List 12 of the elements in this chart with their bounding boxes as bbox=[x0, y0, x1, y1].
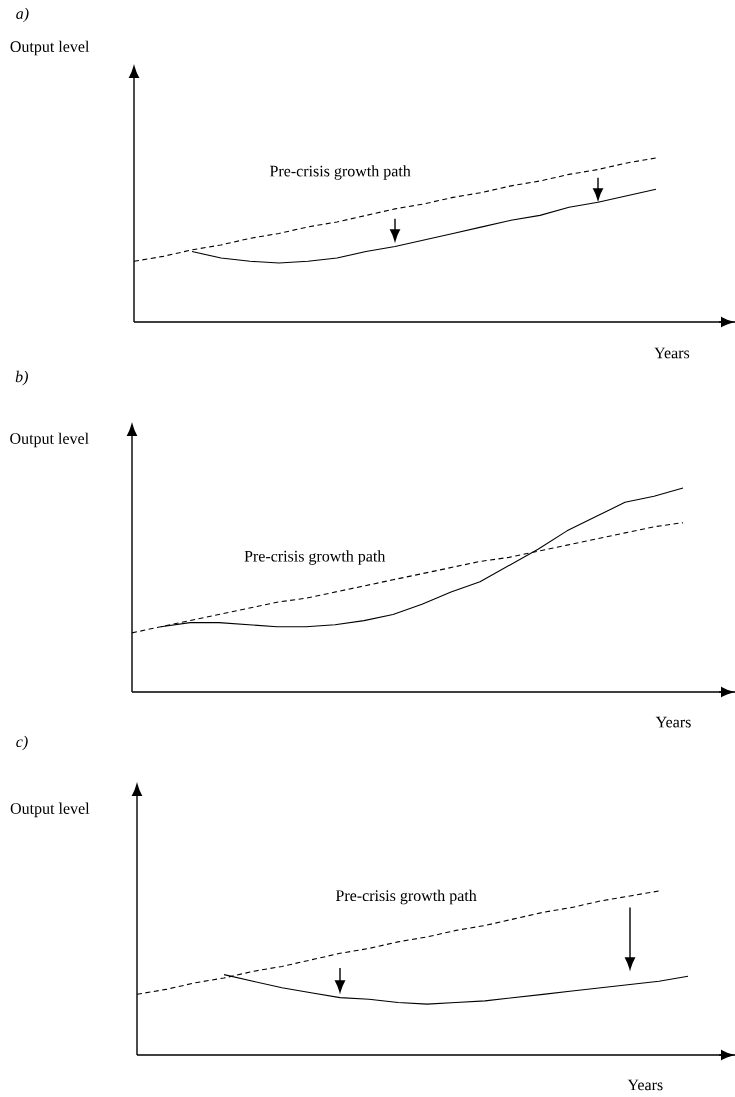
y-axis-title: Output level bbox=[10, 432, 89, 448]
x-axis-title: Years bbox=[655, 716, 691, 728]
y-axis-title: Output level bbox=[10, 802, 90, 818]
text: a) bbox=[16, 7, 29, 23]
annotation: Pre-crisis growth path bbox=[335, 889, 477, 905]
text: c) bbox=[16, 735, 28, 751]
annotation: Pre-crisis growth path bbox=[244, 550, 386, 565]
text: b) bbox=[15, 370, 28, 386]
x-axis-title: Years bbox=[627, 1079, 663, 1091]
y-axis-title: Output level bbox=[10, 40, 90, 56]
annotation: Pre-crisis growth path bbox=[269, 165, 411, 180]
x-axis-title: Years bbox=[654, 347, 690, 359]
